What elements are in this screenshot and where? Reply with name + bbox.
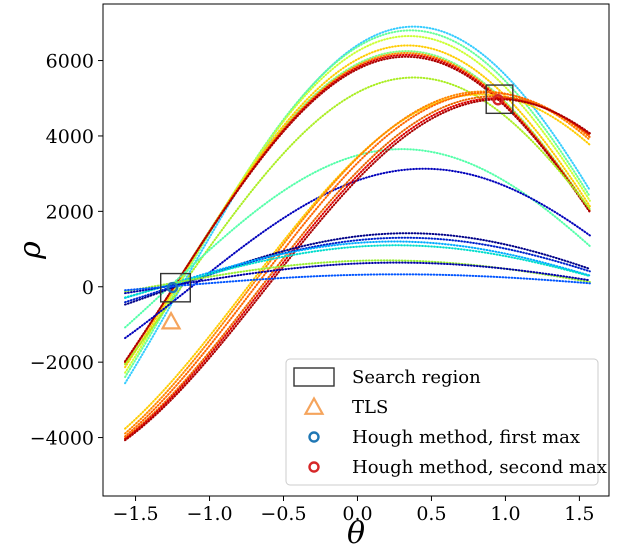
curve-18 <box>124 236 591 304</box>
y-axis-ticks: −4000 −2000 0 2000 4000 6000 <box>30 51 103 450</box>
y-tick-label-3: 2000 <box>46 201 94 223</box>
hough-first-max-marker <box>166 281 179 294</box>
x-axis-label: θ <box>347 516 365 550</box>
y-tick-label-5: 6000 <box>46 51 94 73</box>
hough-second-max-marker <box>492 94 504 106</box>
point-markers <box>160 94 504 330</box>
x-tick-label-3: 0.0 <box>342 503 372 525</box>
legend-swatch-2 <box>308 431 320 443</box>
y-axis-label: ρ <box>13 241 48 260</box>
curve-23 <box>124 273 591 292</box>
x-axis-ticks: −1.5 −1.0 −0.5 0.0 0.5 1.0 1.5 <box>112 496 595 525</box>
x-tick-label-4: 0.5 <box>416 503 446 525</box>
curve-20 <box>124 244 591 299</box>
curve-9 <box>124 148 591 329</box>
legend: Search region TLS Hough method, first max H… <box>285 358 607 486</box>
x-tick-label-5: 1.0 <box>490 503 520 525</box>
search-regions <box>160 84 514 303</box>
curve-4 <box>124 44 591 369</box>
curve-3 <box>124 35 591 374</box>
plot-frame <box>102 3 610 497</box>
x-tick-label-0: −1.5 <box>112 503 158 525</box>
legend-label-2: Hough method, first max <box>352 427 580 448</box>
legend-swatch-3 <box>308 461 320 473</box>
curve-1 <box>124 25 591 385</box>
x-tick-label-6: 1.5 <box>564 503 594 525</box>
y-tick-label-0: −4000 <box>30 428 94 450</box>
legend-label-3: Hough method, second max <box>352 457 607 478</box>
legend-label-1: TLS <box>352 397 388 418</box>
x-tick-label-2: −0.5 <box>260 503 306 525</box>
tls-marker <box>160 310 182 330</box>
curve-2 <box>124 29 591 379</box>
legend-label-0: Search region <box>352 367 481 388</box>
legend-swatch-1 <box>303 396 325 415</box>
y-tick-label-4: 4000 <box>46 126 94 148</box>
search-region-2 <box>485 84 514 115</box>
curve-19 <box>124 240 591 299</box>
search-region-1 <box>160 272 191 303</box>
y-tick-label-2: 0 <box>82 277 94 299</box>
x-tick-label-1: −1.0 <box>186 503 232 525</box>
y-tick-label-1: −2000 <box>30 352 94 374</box>
curve-22 <box>124 261 591 295</box>
legend-swatch-0 <box>293 367 335 387</box>
legend-box <box>285 358 599 486</box>
